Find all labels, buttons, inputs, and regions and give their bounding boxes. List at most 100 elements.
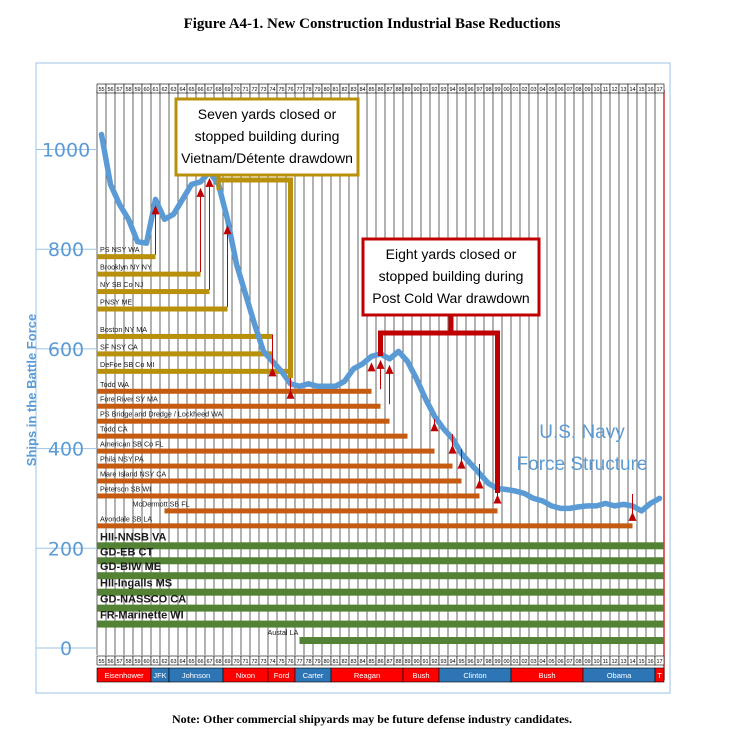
year-label-bottom: 16 [647,659,653,665]
vietnam-annotation-line: Seven yards closed or [198,106,337,122]
year-label-bottom: 63 [170,659,176,665]
administration-label: Ford [274,671,289,680]
y-tick-label: 600 [48,339,84,361]
year-label-bottom: 12 [611,659,617,665]
year-label-top: 83 [350,87,356,93]
y-tick-label: 0 [60,638,72,660]
vietnam-bracket [218,177,293,378]
closure-arrow-head [205,177,214,187]
year-label-top: 59 [134,87,140,93]
closure-arrow-head [493,494,502,504]
shipyard-bar [97,306,228,312]
shipyard-bar [97,493,480,499]
year-label-bottom: 79 [314,659,320,665]
year-label-bottom: 91 [422,659,428,665]
shipyard-label: PS Bridge and Dredge / Lockheed WA [100,410,223,419]
shipyard-bar [97,588,664,596]
closure-arrow-head [367,362,376,372]
year-label-bottom: 80 [323,659,329,665]
administration-label: Clinton [463,671,486,680]
year-label-top: 76 [287,87,293,93]
year-label-top: 71 [242,87,248,93]
y-tick-label: 200 [48,538,84,560]
year-label-top: 88 [395,87,401,93]
year-label-top: 97 [476,87,482,93]
shipyard-bar [97,388,372,394]
year-label-bottom: 15 [638,659,644,665]
plot-frame [35,62,671,694]
shipyard-label: HII-Ingalls MS [100,578,172,590]
year-label-bottom: 86 [377,659,383,665]
year-label-bottom: 96 [467,659,473,665]
administration-label: Reagan [354,671,380,680]
year-label-top: 17 [656,87,662,93]
year-label-top: 58 [125,87,131,93]
closure-arrow-head [430,422,439,432]
shipyard-bar [97,478,462,484]
year-label-top: 69 [224,87,230,93]
year-label-bottom: 85 [368,659,374,665]
year-label-bottom: 09 [584,659,590,665]
year-label-bottom: 68 [215,659,221,665]
shipyard-bar [299,637,664,645]
year-label-bottom: 98 [485,659,491,665]
shipyard-label: GD-EB CT [100,546,153,558]
year-label-top: 61 [152,87,158,93]
year-label-top: 10 [593,87,599,93]
year-label-top: 68 [215,87,221,93]
shipyard-bar [97,418,390,424]
year-label-bottom: 99 [494,659,500,665]
y-tick-label: 1000 [42,140,90,162]
year-label-top: 82 [341,87,347,93]
shipyard-label: American SB Co FL [100,440,164,449]
shipyard-bar [97,523,633,529]
year-label-bottom: 10 [593,659,599,665]
footnote: Note: Other commercial shipyards may be … [172,712,572,726]
year-label-bottom: 72 [251,659,257,665]
year-label-top: 08 [575,87,581,93]
shipyard-label: Boston NY MA [100,325,147,334]
year-label-bottom: 82 [341,659,347,665]
shipyard-label: Peterson SB WI [100,484,151,493]
administration-label: Obama [607,671,632,680]
administration-label: Eisenhower [104,671,144,680]
year-label-bottom: 01 [512,659,518,665]
year-label-top: 74 [269,87,275,93]
year-label-bottom: 56 [107,659,113,665]
shipyard-label: Mare Island NSY CA [100,470,166,479]
closure-arrow-head [223,225,232,235]
series-label: U.S. Navy [539,422,625,443]
shipyard-bar [97,254,156,260]
year-label-top: 07 [566,87,572,93]
year-label-bottom: 62 [161,659,167,665]
year-label-top: 15 [638,87,644,93]
closure-arrow-head [385,364,394,374]
shipyard-label: Fore River SY MA [100,395,158,404]
year-label-bottom: 90 [413,659,419,665]
year-label-top: 91 [422,87,428,93]
year-label-bottom: 69 [224,659,230,665]
closure-arrow-head [628,511,637,521]
year-label-bottom: 06 [557,659,563,665]
year-label-top: 60 [143,87,149,93]
year-label-top: 79 [314,87,320,93]
closure-arrow-head [151,205,160,215]
shipyard-label: HII-NNSB VA [100,531,166,543]
closure-arrow-head [376,359,385,369]
year-label-top: 56 [107,87,113,93]
year-label-bottom: 95 [458,659,464,665]
year-label-top: 77 [296,87,302,93]
year-label-top: 98 [485,87,491,93]
shipyard-label: McDermott SB FL [133,499,190,508]
closure-arrow-head [286,389,295,399]
shipyard-label: GD-NASSCO CA [100,594,186,606]
vietnam-annotation-box [174,97,360,177]
year-label-bottom: 65 [188,659,194,665]
shipyard-bar [97,604,664,612]
administration-cell [654,667,665,683]
year-label-bottom: 03 [530,659,536,665]
closure-arrow-head [448,444,457,454]
year-label-top: 12 [611,87,617,93]
year-label-bottom: 97 [476,659,482,665]
